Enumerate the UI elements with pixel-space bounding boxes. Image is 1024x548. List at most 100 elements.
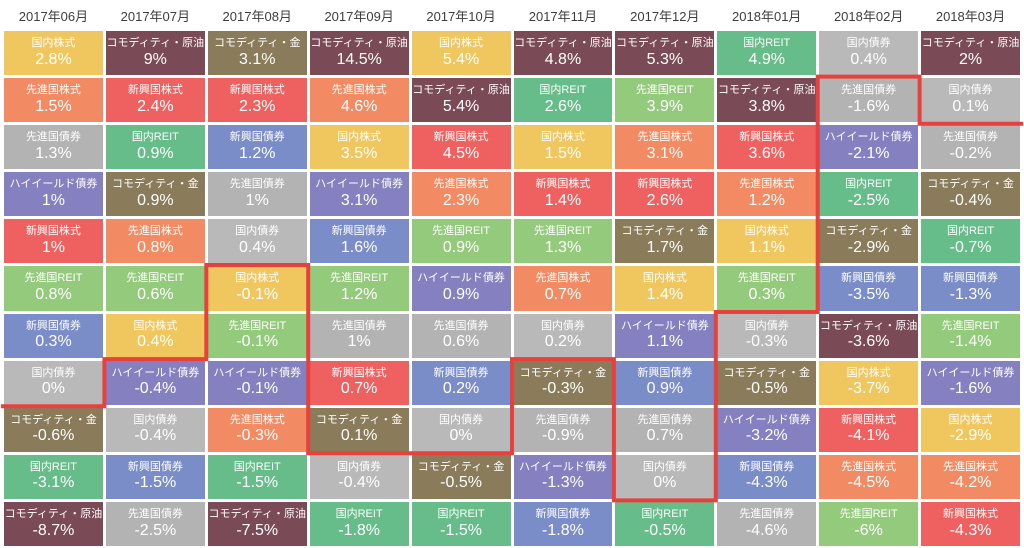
- return-cell: 国内株式 -3.7%: [819, 360, 919, 405]
- return-cell: 国内REIT 4.9%: [717, 31, 817, 76]
- asset-label: 新興国株式: [739, 131, 795, 144]
- return-cell: ハイイールド債券 -1.6%: [921, 360, 1020, 405]
- asset-label: 新興国債券: [229, 131, 285, 144]
- return-value: -2.9%: [949, 427, 992, 445]
- asset-label: コモディティ・金: [723, 366, 811, 379]
- return-cell: 先進国債券 0.7%: [615, 407, 715, 452]
- return-cell: ハイイールド債券 3.1%: [309, 172, 409, 217]
- asset-label: コモディティ・原油: [412, 84, 510, 97]
- asset-label: 国内債券: [642, 460, 687, 473]
- asset-label: 先進国債券: [25, 131, 81, 144]
- return-cell: コモディティ・金 -0.5%: [717, 360, 817, 405]
- return-cell: 新興国債券 -1.8%: [513, 501, 613, 546]
- asset-label: 先進国株式: [739, 178, 795, 191]
- asset-label: コモディティ・金: [10, 413, 97, 426]
- return-cell: 国内REIT -0.7%: [921, 219, 1020, 264]
- return-cell: 新興国株式 -4.1%: [819, 407, 919, 452]
- heatmap-table: 2017年06月 2017年07月 2017年08月 2017年09月 2017年10月…: [4, 0, 1020, 546]
- return-value: 0.9%: [137, 191, 174, 209]
- asset-label: 国内REIT: [743, 37, 791, 50]
- asset-label: 新興国債券: [535, 507, 591, 520]
- return-cell: 先進国REIT -1.4%: [921, 313, 1020, 358]
- month-header: 2017年10月: [426, 9, 496, 24]
- asset-label: 新興国債券: [331, 225, 387, 238]
- return-value: 0.6%: [442, 333, 480, 351]
- asset-label: ハイイールド債券: [620, 319, 709, 332]
- asset-label: 先進国REIT: [330, 272, 389, 285]
- return-cell: 国内債券 -0.4%: [105, 407, 205, 452]
- asset-label: 先進国債券: [637, 413, 693, 426]
- return-value: 1.4%: [544, 191, 582, 209]
- month-header: 2017年08月: [222, 9, 292, 24]
- return-cell: コモディティ・金 -2.9%: [819, 219, 919, 264]
- return-cell: 新興国株式 -4.3%: [921, 501, 1020, 546]
- asset-label: 国内REIT: [29, 460, 77, 473]
- asset-label: ハイイールド債券: [519, 460, 607, 473]
- heatmap-grid: 国内株式 2.8% 先進国株式 1.5% 先進国債券 1.3% ハイイールド債券 1% 新興国株…: [4, 31, 1020, 546]
- return-value: -0.6%: [32, 427, 75, 445]
- asset-label: コモディティ・金: [825, 225, 912, 238]
- return-value: 0.9%: [442, 239, 480, 257]
- asset-label: 国内株式: [948, 413, 993, 426]
- asset-label: 国内REIT: [335, 507, 383, 520]
- return-value: -1.6%: [847, 97, 890, 115]
- asset-label: コモディティ・金: [213, 37, 301, 50]
- return-cell: 国内債券 0%: [615, 454, 715, 499]
- asset-label: 先進国REIT: [839, 507, 898, 520]
- return-value: -1.3%: [542, 474, 584, 492]
- asset-label: コモディティ・金: [927, 178, 1014, 191]
- return-cell: 新興国債券 0.3%: [4, 313, 103, 358]
- return-cell: 国内株式 1.5%: [513, 125, 613, 170]
- return-value: 1.7%: [646, 239, 684, 257]
- return-cell: ハイイールド債券 -2.1%: [819, 125, 919, 170]
- return-value: 14.5%: [336, 50, 382, 68]
- return-cell: ハイイールド債券 1%: [4, 172, 103, 217]
- return-cell: 先進国株式 -4.2%: [921, 454, 1020, 499]
- asset-label: 国内債券: [235, 225, 280, 238]
- return-value: 0.9%: [442, 286, 480, 304]
- asset-label: 新興国株式: [637, 178, 693, 191]
- asset-label: 先進国債券: [433, 319, 489, 332]
- asset-label: 先進国株式: [127, 225, 183, 238]
- return-cell: 先進国債券 -2.5%: [105, 501, 205, 546]
- return-value: -0.3%: [542, 380, 584, 398]
- asset-label: 先進国株式: [331, 84, 387, 97]
- asset-label: 国内株式: [846, 366, 891, 379]
- return-cell: 先進国債券 1.3%: [4, 125, 103, 170]
- asset-label: 先進国株式: [25, 84, 81, 97]
- return-value: -7.5%: [236, 521, 279, 539]
- return-value: 3.8%: [748, 97, 785, 115]
- return-cell: 新興国債券 -1.3%: [921, 266, 1020, 311]
- return-value: -8.7%: [32, 521, 75, 539]
- return-value: 0.4%: [239, 239, 276, 257]
- return-cell: コモディティ・金 -0.4%: [921, 172, 1020, 217]
- return-cell: コモディティ・原油 -3.6%: [819, 313, 919, 358]
- return-value: -1.4%: [949, 333, 992, 351]
- return-cell: 国内REIT -1.5%: [411, 501, 511, 546]
- return-cell: 新興国債券 1.6%: [309, 219, 409, 264]
- return-value: 0.1%: [952, 97, 989, 115]
- return-cell: 先進国株式 1.2%: [717, 172, 817, 217]
- return-value: 3.1%: [340, 191, 378, 209]
- asset-label: コモディティ・原油: [106, 37, 205, 50]
- return-cell: 国内REIT -1.8%: [309, 501, 409, 546]
- return-value: 1%: [41, 239, 65, 257]
- asset-label: コモディティ・金: [315, 413, 403, 426]
- asset-label: 新興国株式: [535, 178, 591, 191]
- return-cell: コモディティ・金 -0.6%: [4, 407, 103, 452]
- return-value: 1.1%: [646, 333, 684, 351]
- asset-label: 国内株式: [439, 37, 484, 50]
- return-value: -0.9%: [542, 427, 584, 445]
- return-value: -0.1%: [236, 286, 279, 304]
- return-value: 0.6%: [137, 286, 174, 304]
- return-cell: 先進国債券 0.6%: [411, 313, 511, 358]
- return-value: 2.8%: [35, 50, 72, 68]
- asset-label: 国内REIT: [437, 507, 485, 520]
- return-value: -0.4%: [134, 380, 177, 398]
- return-cell: 国内株式 1.1%: [717, 219, 817, 264]
- return-cell: 国内株式 -0.1%: [207, 266, 307, 311]
- return-value: 1.3%: [544, 239, 582, 257]
- return-cell: コモディティ・原油 3.8%: [717, 78, 817, 123]
- return-value: 0.2%: [442, 380, 480, 398]
- return-value: -4.1%: [847, 427, 890, 445]
